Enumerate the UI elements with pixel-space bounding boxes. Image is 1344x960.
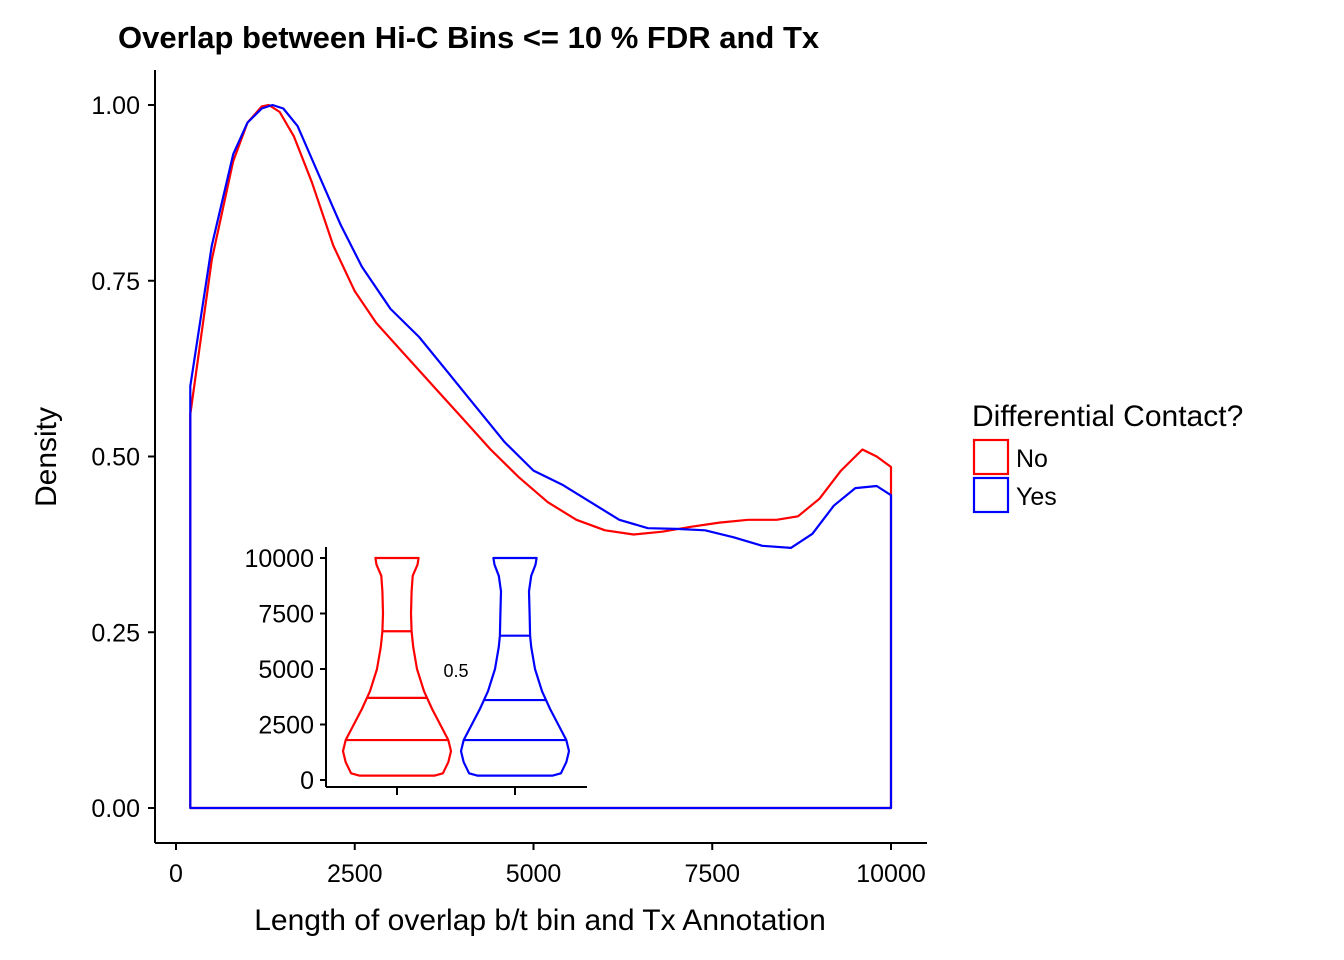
inset-y-tick-label: 7500 — [258, 601, 314, 629]
legend-key-yes — [972, 476, 1010, 514]
legend-label-no: No — [1016, 445, 1048, 473]
violin-no — [341, 556, 453, 777]
density-line-no — [189, 103, 893, 810]
y-tick-label: 0.50 — [91, 444, 140, 472]
x-tick-label: 5000 — [506, 860, 562, 888]
inset-y-tick-label: 0 — [300, 767, 314, 795]
density-line-yes — [189, 103, 893, 810]
inset-y-tick-label: 2500 — [258, 712, 314, 740]
inset-y-tick-label: 5000 — [258, 656, 314, 684]
x-tick-label: 0 — [169, 860, 183, 888]
legend: Differential Contact? No Yes — [972, 400, 1243, 514]
y-tick-label: 1.00 — [91, 92, 140, 120]
x-tick-label: 10000 — [856, 860, 926, 888]
inset-y-tick-label: 10000 — [244, 545, 314, 573]
y-tick-label: 0.25 — [91, 619, 140, 647]
x-axis-label: Length of overlap b/t bin and Tx Annotat… — [254, 904, 826, 937]
legend-label-yes: Yes — [1016, 483, 1057, 511]
inset-annotation: 0.5 — [443, 661, 468, 681]
legend-key-no — [972, 438, 1010, 476]
y-tick-label: 0.75 — [91, 268, 140, 296]
x-tick-label: 2500 — [327, 860, 383, 888]
chart-title: Overlap between Hi-C Bins <= 10 % FDR an… — [118, 20, 820, 55]
y-axis-label: Density — [30, 407, 63, 507]
density-series — [189, 103, 893, 810]
x-tick-label: 7500 — [684, 860, 740, 888]
y-tick-label: 0.00 — [91, 795, 140, 823]
axes: 0.000.250.500.751.000 2500 5000 7500 10000 — [91, 70, 927, 888]
legend-title: Differential Contact? — [972, 400, 1243, 433]
inset-violin-plot: 0 2500 5000 7500 10000 0.5 — [244, 545, 587, 795]
violin-yes — [459, 556, 571, 777]
